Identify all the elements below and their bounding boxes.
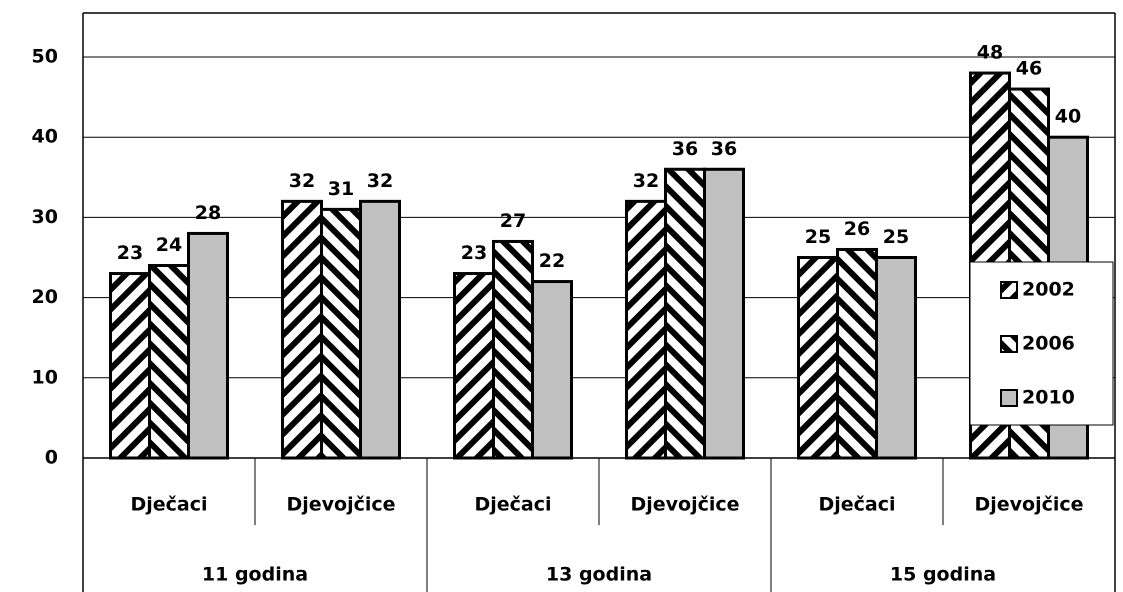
bar [875,256,917,460]
bar [320,207,362,460]
bar [797,256,839,460]
x-tick-label: Dječaci [818,494,895,516]
data-label: 22 [539,250,565,272]
data-label: 32 [367,170,393,192]
bar [148,264,190,460]
data-label: 31 [328,178,354,200]
data-label: 32 [289,170,315,192]
bar [703,167,745,460]
data-label: 26 [844,218,870,240]
data-label: 27 [500,210,526,232]
data-label: 28 [195,202,221,224]
y-tick-label: 0 [45,447,58,469]
bar [281,199,323,460]
legend-swatch [1000,335,1018,353]
legend-swatch [1000,281,1018,299]
data-label: 36 [711,138,737,160]
legend-swatch [1000,389,1018,407]
x-tick-label: Djevojčice [630,494,739,516]
bar [109,272,151,460]
legend-label: 2002 [1022,279,1075,301]
bar [453,272,495,460]
data-label: 23 [117,242,143,264]
group-label: 13 godina [546,564,652,586]
bar [836,247,878,460]
data-label: 23 [461,242,487,264]
bar [664,167,706,460]
y-tick-label: 40 [32,126,58,148]
y-tick-label: 50 [32,46,58,68]
bar [492,239,534,460]
data-label: 32 [633,170,659,192]
x-tick-label: Dječaci [474,494,551,516]
bar [531,280,573,460]
bar [625,199,667,460]
data-label: 24 [156,234,182,256]
bar [359,199,401,460]
data-label: 46 [1016,58,1042,80]
data-label: 36 [672,138,698,160]
x-tick-label: Djevojčice [974,494,1083,516]
y-tick-label: 20 [32,286,58,308]
data-label: 40 [1055,106,1081,128]
y-tick-label: 30 [32,206,58,228]
x-tick-label: Djevojčice [286,494,395,516]
data-label: 25 [805,226,831,248]
data-label: 48 [977,42,1003,64]
group-label: 15 godina [890,564,996,586]
group-label: 11 godina [202,564,308,586]
x-tick-label: Dječaci [130,494,207,516]
bar [187,231,229,460]
y-tick-label: 10 [32,366,58,388]
legend-box [969,261,1114,426]
data-label: 25 [883,226,909,248]
legend-label: 2006 [1022,333,1075,355]
legend-label: 2010 [1022,387,1075,409]
